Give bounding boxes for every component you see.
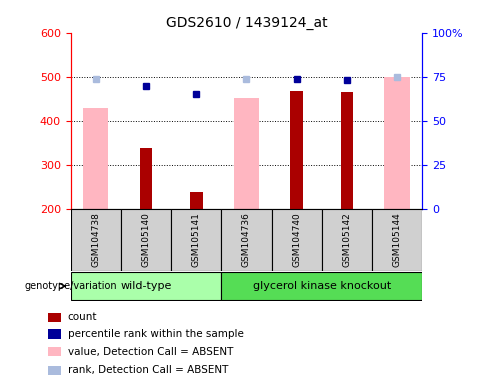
Bar bbox=[140, 148, 152, 209]
Bar bbox=[48, 329, 61, 339]
Bar bbox=[372, 209, 422, 271]
Bar bbox=[190, 192, 203, 209]
Text: GSM105141: GSM105141 bbox=[192, 213, 201, 267]
Text: count: count bbox=[67, 312, 97, 322]
Bar bbox=[71, 209, 121, 271]
Bar bbox=[171, 209, 222, 271]
Bar bbox=[322, 209, 372, 271]
Text: GSM104740: GSM104740 bbox=[292, 213, 301, 267]
Text: rank, Detection Call = ABSENT: rank, Detection Call = ABSENT bbox=[67, 365, 228, 375]
Text: GSM105140: GSM105140 bbox=[142, 213, 151, 267]
Text: glycerol kinase knockout: glycerol kinase knockout bbox=[253, 281, 391, 291]
Text: GSM104736: GSM104736 bbox=[242, 213, 251, 267]
Bar bbox=[234, 98, 259, 209]
Text: percentile rank within the sample: percentile rank within the sample bbox=[67, 329, 244, 339]
Bar bbox=[83, 108, 108, 209]
Bar bbox=[48, 347, 61, 356]
Title: GDS2610 / 1439124_at: GDS2610 / 1439124_at bbox=[165, 16, 327, 30]
Bar bbox=[385, 77, 409, 209]
Text: GSM104738: GSM104738 bbox=[91, 213, 101, 267]
Bar bbox=[48, 313, 61, 322]
Bar bbox=[341, 92, 353, 209]
Bar bbox=[290, 91, 303, 209]
Bar bbox=[222, 272, 422, 300]
Bar bbox=[71, 272, 222, 300]
Bar bbox=[271, 209, 322, 271]
Bar bbox=[222, 209, 271, 271]
Text: value, Detection Call = ABSENT: value, Detection Call = ABSENT bbox=[67, 347, 233, 357]
Text: genotype/variation: genotype/variation bbox=[25, 281, 118, 291]
Text: GSM105142: GSM105142 bbox=[342, 213, 351, 267]
Bar bbox=[121, 209, 171, 271]
Text: wild-type: wild-type bbox=[121, 281, 172, 291]
Bar bbox=[48, 366, 61, 375]
Text: GSM105144: GSM105144 bbox=[392, 213, 402, 267]
